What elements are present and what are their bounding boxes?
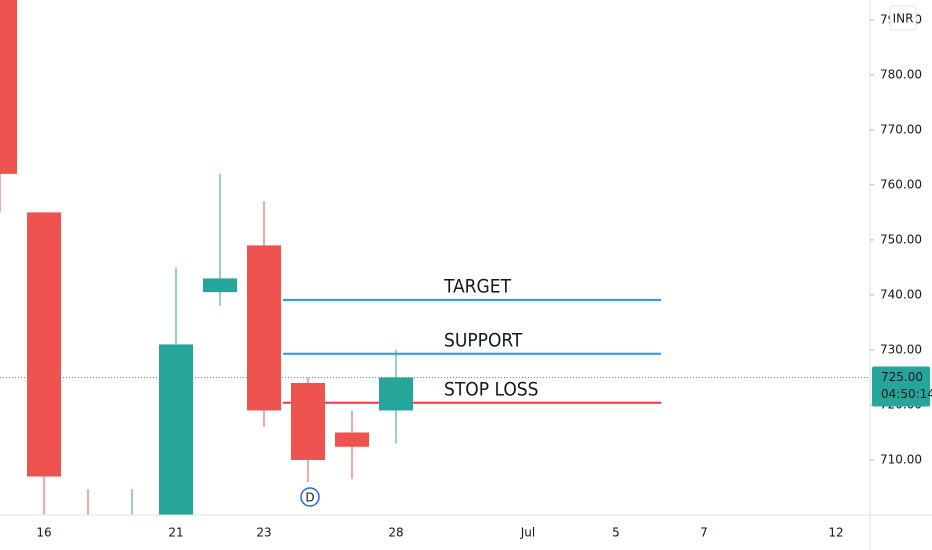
dividend-label: D	[305, 491, 314, 505]
x-tick-label: 16	[36, 526, 51, 540]
candle-body	[159, 344, 193, 515]
candle-body	[291, 382, 325, 460]
candle-body	[27, 212, 61, 477]
countdown: 04:50:14	[881, 387, 932, 401]
x-tick-label: 5	[612, 526, 620, 540]
last-price-label: 725.00	[881, 370, 923, 384]
x-tick-label: 23	[256, 526, 271, 540]
x-tick-label: 7	[700, 526, 708, 540]
x-tick-label: Jul	[520, 526, 535, 540]
x-tick-label: 21	[168, 526, 183, 540]
y-tick-label: 750.00	[880, 232, 922, 246]
last-price-badge	[872, 366, 930, 407]
plot-area: TARGET SUPPORT STOP LOSS D	[0, 0, 870, 515]
currency-label: INR	[893, 12, 914, 26]
y-tick-label: 740.00	[880, 287, 922, 301]
candle-body	[247, 245, 281, 411]
annotation-label: SUPPORT	[444, 329, 523, 351]
y-tick-label: 760.00	[880, 177, 922, 191]
candle-body	[335, 432, 369, 447]
annotation-label: TARGET	[443, 275, 512, 297]
annotation-label: STOP LOSS	[444, 378, 538, 400]
y-tick-label: 780.00	[880, 67, 922, 81]
currency-badge	[889, 5, 917, 31]
dividend-marker	[300, 487, 320, 507]
y-tick-label: 770.00	[880, 122, 922, 136]
x-tick-label: 12	[828, 526, 843, 540]
candle-body	[203, 278, 237, 293]
y-tick-label: 710.00	[880, 452, 922, 466]
candle-body	[379, 377, 413, 411]
candle-body	[0, 0, 17, 174]
x-tick-label: 28	[388, 526, 403, 540]
y-tick-label: 730.00	[880, 342, 922, 356]
